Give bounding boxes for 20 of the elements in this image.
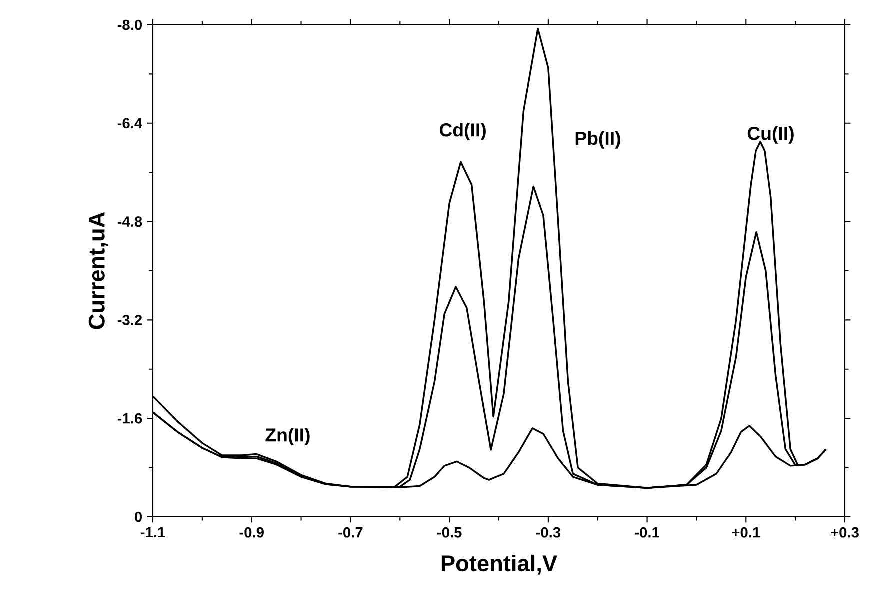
y-tick-label: -4.8	[118, 216, 142, 227]
x-tick-label: -0.7	[338, 527, 363, 538]
x-tick-label: +0.3	[831, 527, 859, 538]
x-axis-title: Potential,V	[442, 554, 558, 575]
y-tick-label: 0	[135, 512, 142, 522]
annotation: Pb(II)	[576, 131, 620, 149]
x-tick-label: -0.9	[240, 527, 264, 538]
annotation: Zn(II)	[266, 428, 310, 446]
x-tick-label: -0.5	[438, 527, 462, 538]
y-tick-label: -1.6	[118, 413, 142, 424]
x-tick-label: -1.1	[140, 527, 166, 538]
y-tick-label: -8.0	[118, 20, 142, 30]
annotation: Cu(II)	[748, 126, 794, 144]
y-tick-label: -3.2	[118, 315, 142, 326]
y-axis-title: Current,uA	[88, 212, 108, 330]
annotation: Cd(II)	[440, 123, 486, 140]
x-tick-label: +0.1	[732, 527, 760, 538]
x-tick-label: -0.3	[536, 527, 561, 538]
x-tick-label: -0.1	[635, 527, 660, 538]
y-tick-label: -6.4	[118, 118, 143, 129]
